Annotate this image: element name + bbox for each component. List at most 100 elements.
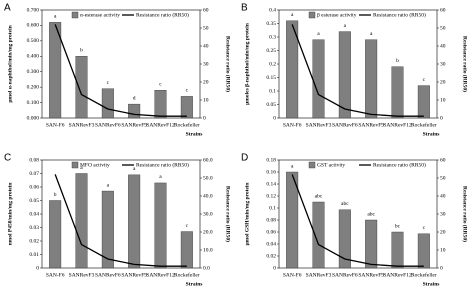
y-tick-label: 0.06 [29,184,39,190]
bar [417,85,430,119]
bar-annotation: a [80,165,83,171]
x-tick-label: SANRevF12 [383,122,412,128]
bar-annotation: c [423,225,426,231]
y-tick-label: 0.02 [266,253,276,259]
bar-annotation: c [186,223,189,229]
y-tick-label: 0 [36,265,39,271]
bar-annotation: a [344,23,347,29]
x-tick-label: SAN-F6 [283,122,302,128]
y2-tick-label: 0 [440,115,443,121]
y2-axis-label: Resistance ratio (RR50) [462,36,469,92]
legend-label: GST activity [317,162,345,168]
line-series [291,174,424,267]
bar-annotation: a [370,31,373,37]
y-tick-label: 0.1 [269,205,276,211]
panel-label: A [4,3,11,14]
bar [101,88,114,119]
y2-tick-label: 40 [203,43,209,49]
y2-axis-label: Resistance ratio (RR50) [225,186,232,242]
x-tick-label: SANRevF9 [358,272,384,278]
bar-annotation: a [291,12,294,18]
y2-tick-label: 20 [203,79,209,85]
y2-tick-label: 10 [440,97,446,103]
panel: C 0 0.01 0.02 0.03 0.04 0.05 0.06 0.07 0.08 0.0 10.… [4,153,232,288]
y2-tick-label: 30 [203,61,209,67]
x-tick-label: SAN-F6 [46,122,65,128]
x-tick-label: SANRevF6 [95,272,121,278]
legend-label: α-esterase activity [80,12,120,18]
y-tick-label: 0 [273,265,276,271]
x-tick-label: SANRevF3 [69,272,95,278]
legend-label: Resistance ratio (RR50) [373,11,426,18]
x-tick-label: SANRevF6 [95,122,121,128]
line-series [54,24,187,117]
bar [338,31,351,119]
legend-swatch [308,161,316,169]
y2-tick-label: 40 [440,43,446,49]
x-axis-label: Strains [423,281,440,287]
y2-tick-label: 60 [440,7,446,13]
y-axis-label: µmol GSH/min/mg protein [244,183,250,246]
y2-tick-label: 20.0 [203,229,213,235]
y-tick-label: 0.600 [27,23,40,29]
y-tick-label: 0.04 [266,241,276,247]
y2-axis-label: Resistance ratio (RR50) [462,186,469,242]
bar [365,39,378,119]
x-tick-label: Rockefeller [411,121,437,128]
y-tick-label: 0.35 [266,21,276,27]
panel: D 0 0.02 0.04 0.06 0.08 0.1 0.12 0.14 0.16 0.18 0 10… [241,153,469,288]
x-tick-label: SANRevF12 [383,272,412,278]
y2-tick-label: 10 [203,97,209,103]
x-tick-label: SANRevF12 [146,122,175,128]
y-tick-label: 0.2 [269,61,276,67]
bar [312,201,325,269]
bar-annotation: c [423,77,426,83]
x-tick-label: SANRevF12 [146,272,175,278]
y-tick-label: 0.500 [27,38,40,44]
y-tick-label: 0.700 [27,7,40,13]
panel-label: B [241,3,248,14]
legend-swatch [71,11,79,19]
y-tick-label: 0.01 [29,252,39,258]
y-tick-label: 0.07 [29,171,39,177]
y-tick-label: 0.200 [27,84,40,90]
y-tick-label: 0.12 [266,193,276,199]
line-series [54,174,187,267]
y2-tick-label: 10.0 [203,247,213,253]
legend-label: Resistance ratio (RR50) [136,11,189,18]
bar-annotation: a [54,14,57,20]
y2-tick-label: 60 [440,157,446,163]
x-axis-label: Strains [186,131,203,137]
y2-tick-label: 60 [203,7,209,13]
bar [128,174,141,269]
y-tick-label: 0.06 [266,229,276,235]
legend-label: β esterase activity [317,12,357,18]
bar [154,90,167,119]
panel: A 0.000 0.100 0.200 0.300 0.400 0.500 0.600 0.70… [4,3,232,138]
plot-frame [41,159,201,269]
y2-axis-label: Resistance ratio (RR50) [225,36,232,92]
y-tick-label: 0.05 [266,102,276,108]
x-tick-label: Rockefeller [174,271,200,278]
y-axis-label: µmol α-naphthol/min/mg protein [7,25,13,102]
plot-frame [278,9,438,119]
y2-tick-label: 30 [440,211,446,217]
bar-annotation: a [291,163,294,169]
bar-annotation: a [317,31,320,37]
bar-annotation: b [54,192,57,198]
y-tick-label: 0.1 [269,88,276,94]
plot-frame [278,159,438,269]
bar [180,231,193,269]
y2-tick-label: 0 [440,265,443,271]
y-tick-label: 0.100 [27,100,40,106]
legend-label: MFO activity [80,162,110,168]
y-tick-label: 0.18 [266,157,276,163]
bar [49,22,62,119]
y2-tick-label: 20 [440,229,446,235]
y2-tick-label: 40.0 [203,193,213,199]
bar-annotation: abc [367,211,375,217]
bar-annotation: b [396,58,399,64]
bar-annotation: c [107,80,110,86]
bar [286,171,299,269]
